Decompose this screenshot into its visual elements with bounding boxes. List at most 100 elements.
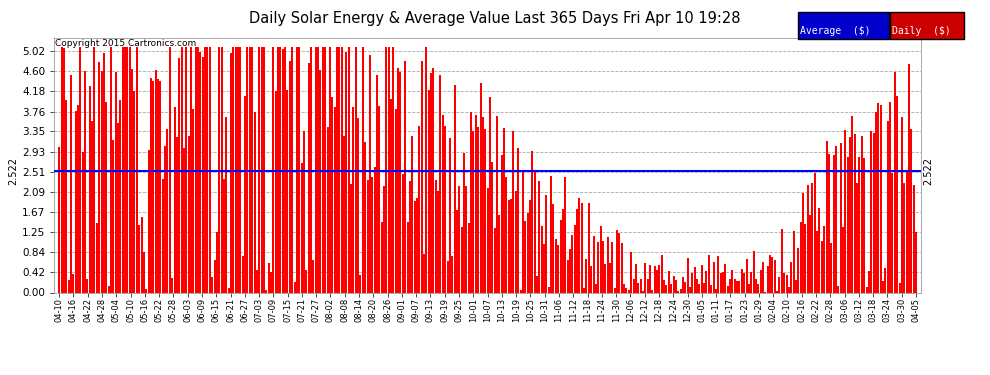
Bar (211, 276, 213, 292)
Bar (105, 102, 107, 292)
Bar (800, 222, 802, 292)
Bar (701, 265, 703, 292)
Bar (778, 277, 780, 292)
Bar (908, 64, 910, 292)
Bar (298, 47, 300, 292)
Bar (192, 109, 194, 292)
Bar (438, 191, 440, 292)
Bar (84, 71, 86, 292)
Bar (388, 47, 390, 292)
Bar (675, 280, 677, 292)
Bar (226, 117, 228, 292)
Bar (614, 288, 616, 292)
Bar (240, 47, 242, 292)
Bar (755, 279, 757, 292)
Bar (141, 217, 143, 292)
Bar (877, 104, 879, 292)
Bar (475, 114, 477, 292)
Bar (640, 279, 642, 292)
Bar (672, 276, 674, 292)
Bar (517, 148, 519, 292)
Bar (597, 242, 599, 292)
Bar (554, 238, 556, 292)
Bar (569, 249, 571, 292)
Bar (915, 232, 917, 292)
Bar (698, 284, 701, 292)
Bar (272, 47, 274, 292)
Bar (609, 263, 611, 292)
Bar (612, 242, 614, 292)
Bar (451, 256, 453, 292)
Bar (498, 215, 500, 292)
Bar (148, 150, 149, 292)
Bar (901, 117, 903, 292)
Bar (592, 236, 595, 292)
Bar (682, 278, 684, 292)
Bar (628, 290, 630, 292)
Bar (891, 173, 893, 292)
Bar (703, 282, 705, 292)
Bar (296, 47, 298, 292)
Bar (851, 116, 853, 292)
Text: Copyright 2015 Cartronics.com: Copyright 2015 Cartronics.com (55, 39, 197, 48)
Bar (687, 258, 689, 292)
Bar (486, 188, 489, 292)
Bar (74, 111, 76, 292)
Bar (214, 261, 216, 292)
Bar (793, 231, 795, 292)
Bar (679, 289, 681, 292)
Bar (790, 262, 792, 292)
Bar (494, 228, 496, 292)
Bar (668, 271, 670, 292)
Bar (421, 62, 423, 292)
Bar (463, 153, 465, 292)
Bar (729, 279, 731, 292)
Bar (477, 127, 479, 292)
Bar (336, 47, 338, 292)
Bar (216, 232, 218, 292)
Bar (635, 264, 637, 292)
Bar (112, 140, 114, 292)
Bar (310, 47, 312, 292)
Bar (183, 148, 185, 292)
Bar (383, 186, 385, 292)
Bar (442, 116, 444, 292)
Bar (327, 128, 329, 292)
Bar (460, 227, 462, 292)
Bar (522, 172, 524, 292)
Bar (623, 284, 625, 292)
Bar (646, 279, 648, 292)
Bar (341, 47, 343, 292)
Bar (604, 264, 606, 292)
Bar (237, 47, 239, 292)
Bar (230, 53, 232, 292)
Bar (446, 261, 448, 292)
Bar (819, 208, 821, 292)
Bar (152, 81, 154, 292)
Bar (400, 72, 402, 292)
Bar (89, 86, 91, 292)
Bar (529, 200, 531, 292)
Bar (289, 61, 291, 292)
Bar (757, 284, 759, 292)
Bar (708, 255, 710, 292)
Bar (180, 47, 182, 292)
Bar (559, 220, 561, 292)
Bar (364, 142, 366, 292)
Bar (409, 181, 411, 292)
Bar (465, 186, 467, 292)
Bar (739, 281, 741, 292)
Bar (903, 183, 905, 292)
Bar (759, 270, 761, 292)
Bar (846, 157, 848, 292)
Bar (197, 47, 199, 292)
Bar (585, 260, 587, 292)
Bar (247, 47, 248, 292)
Bar (221, 47, 223, 292)
Bar (656, 270, 658, 292)
Bar (390, 99, 392, 292)
Bar (378, 106, 380, 292)
Bar (771, 257, 773, 292)
Bar (562, 209, 564, 292)
Bar (467, 223, 469, 292)
